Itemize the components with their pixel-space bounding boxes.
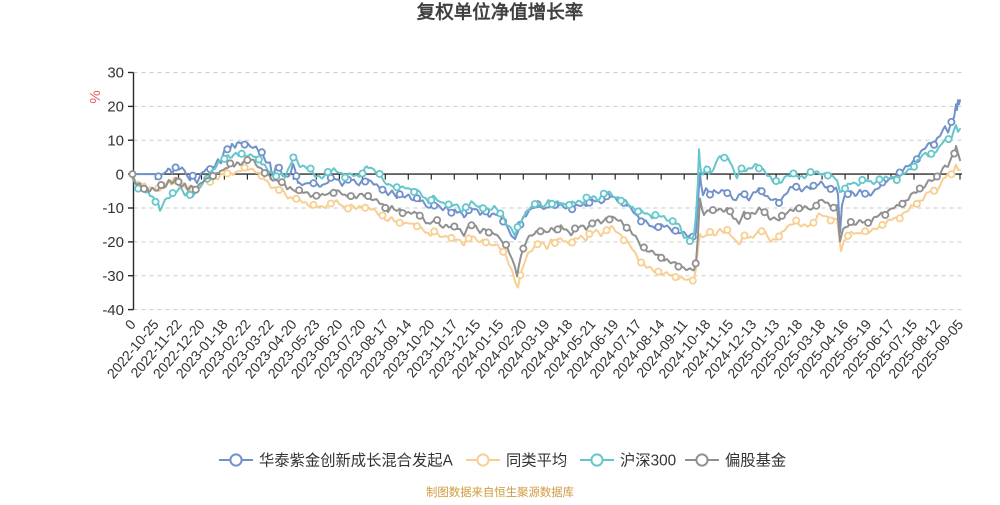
svg-text:同类平均: 同类平均: [506, 452, 567, 469]
svg-text:偏股基金: 偏股基金: [725, 452, 786, 469]
svg-text:华泰紫金创新成长混合发起A: 华泰紫金创新成长混合发起A: [259, 452, 454, 469]
svg-text:沪深300: 沪深300: [620, 452, 676, 469]
svg-text:%: %: [87, 90, 104, 103]
svg-text:20: 20: [107, 99, 124, 116]
svg-text:-40: -40: [102, 302, 124, 319]
svg-text:制图数据来自恒生聚源数据库: 制图数据来自恒生聚源数据库: [426, 485, 574, 499]
svg-text:-20: -20: [102, 234, 124, 251]
svg-text:-30: -30: [102, 268, 124, 285]
svg-text:0: 0: [116, 166, 124, 183]
svg-text:复权单位净值增长率: 复权单位净值增长率: [416, 2, 584, 23]
svg-text:30: 30: [107, 65, 124, 82]
svg-text:10: 10: [107, 132, 124, 149]
svg-text:-10: -10: [102, 200, 124, 217]
